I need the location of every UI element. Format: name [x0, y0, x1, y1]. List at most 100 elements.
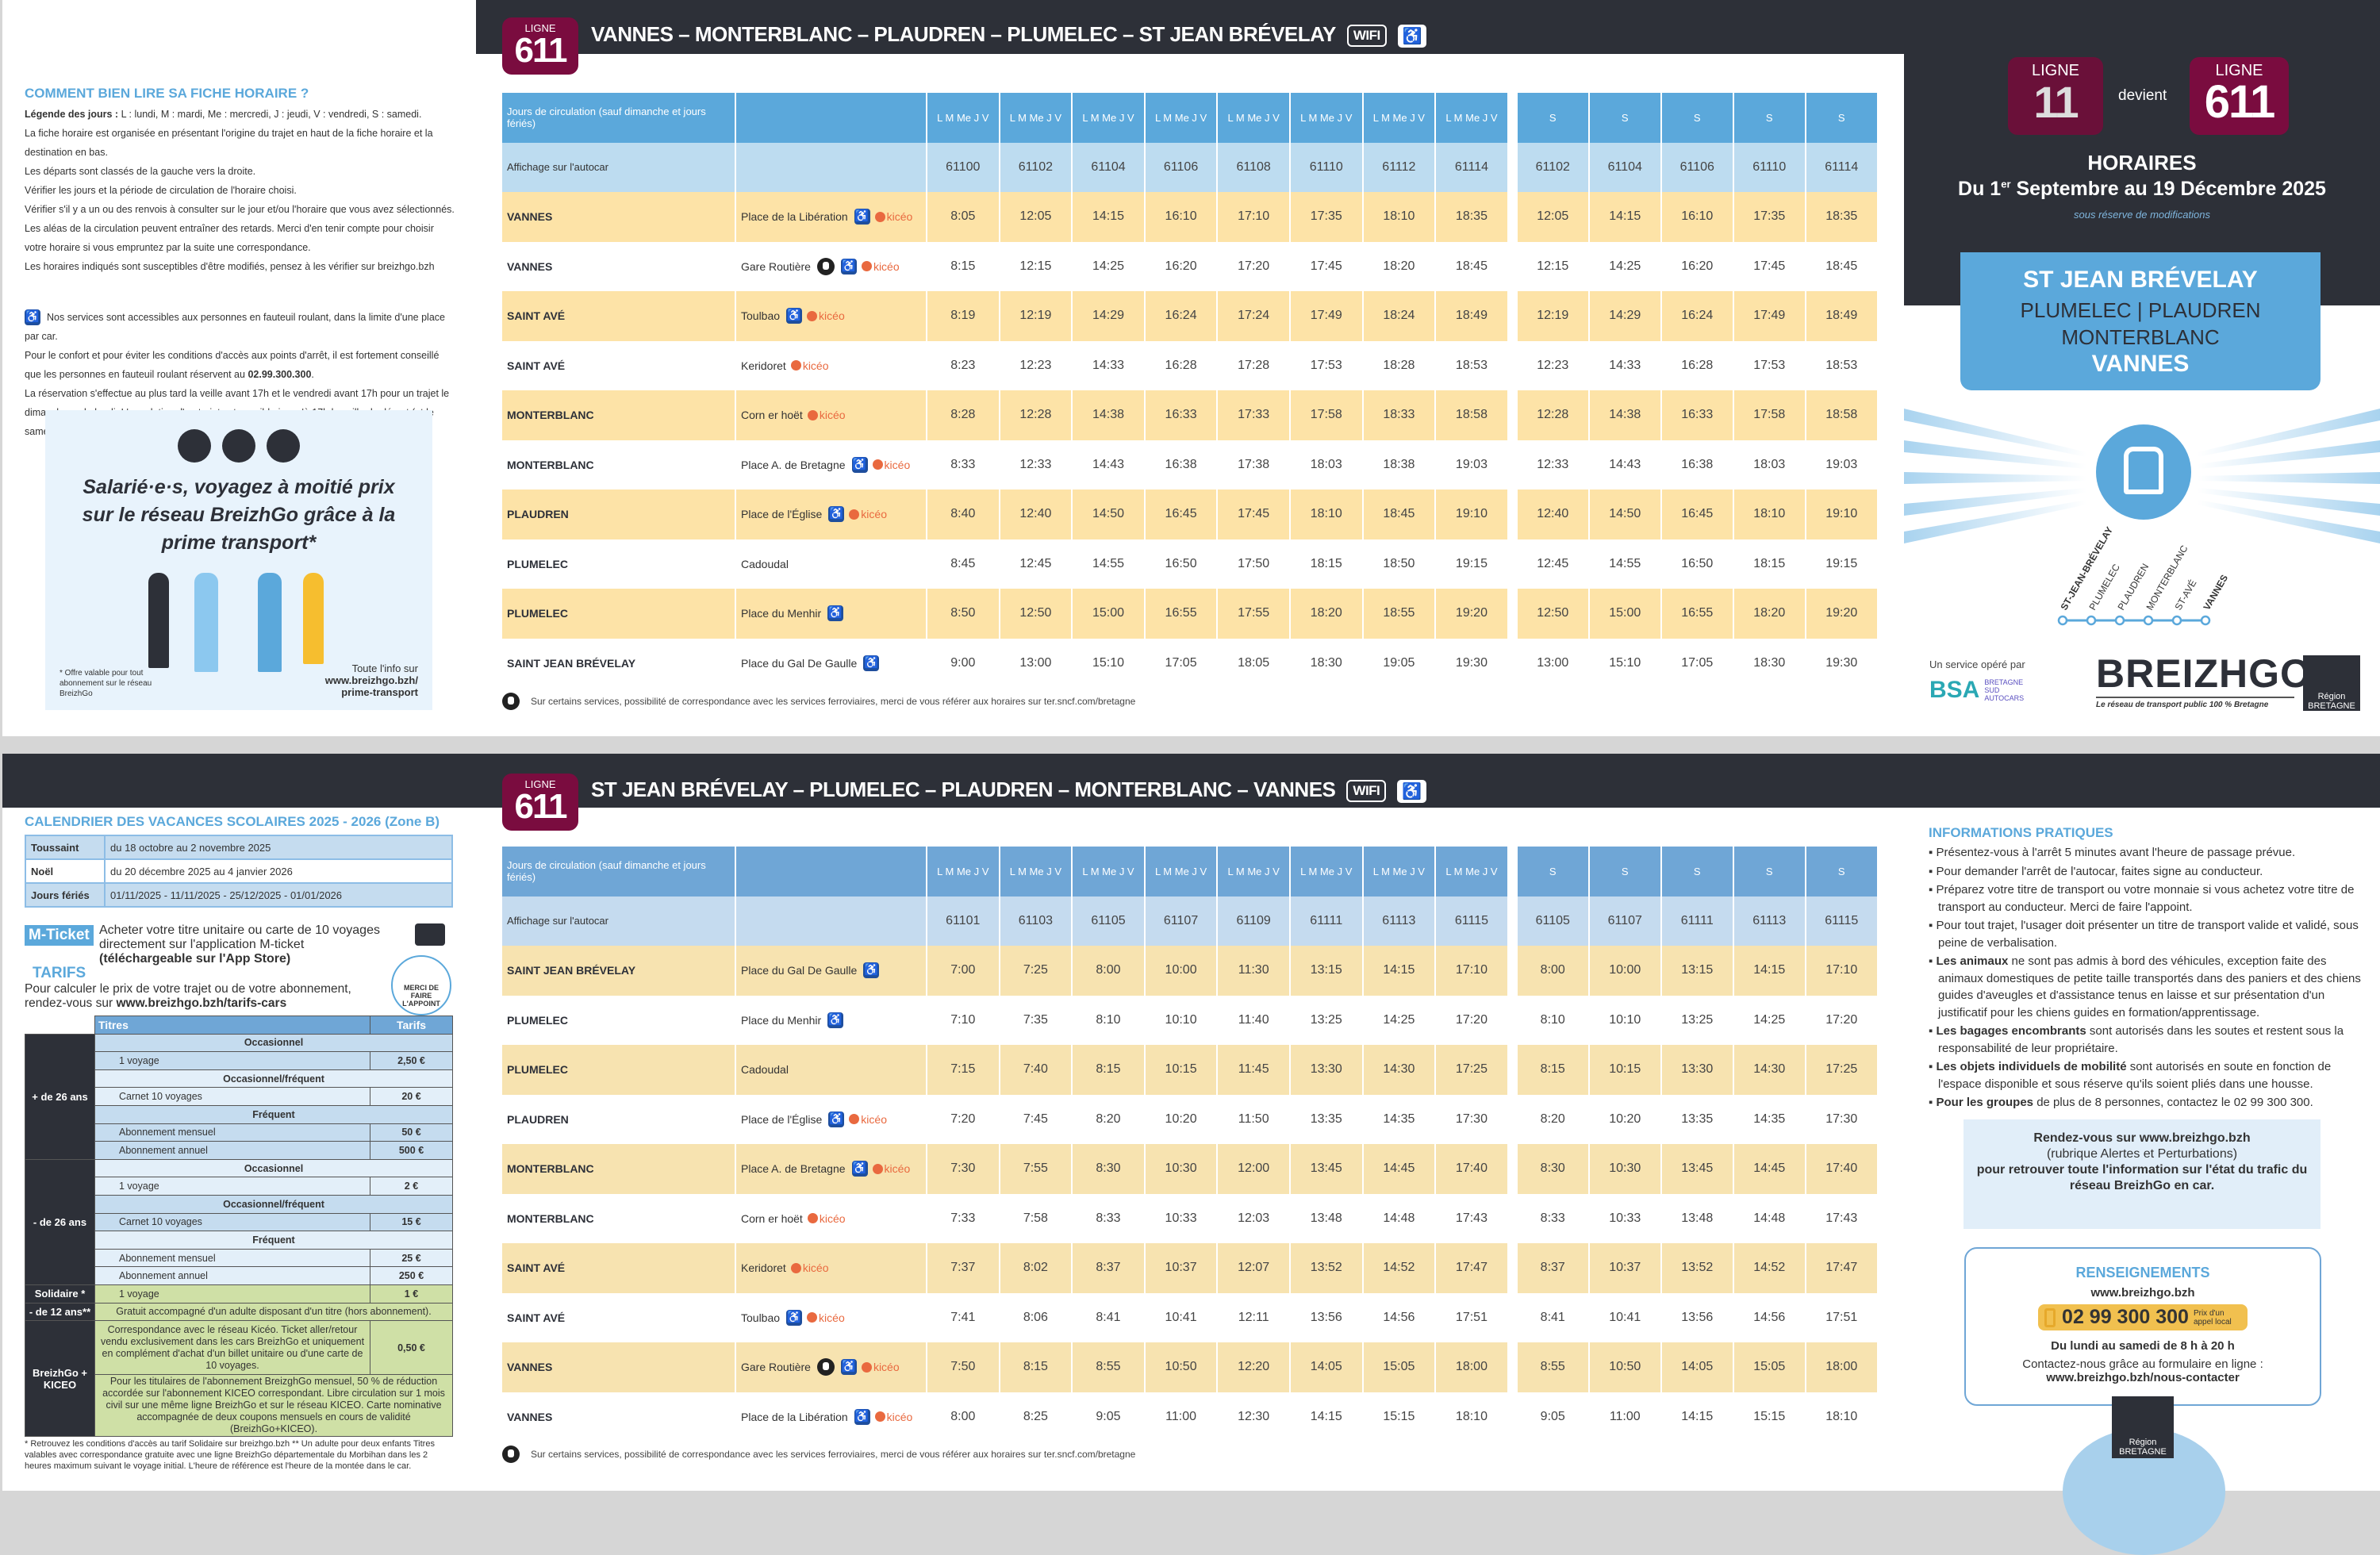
fare-title: 1 voyage: [94, 1284, 370, 1304]
time-cell: 14:30: [1733, 1045, 1806, 1095]
time-cell: 10:15: [1145, 1045, 1219, 1095]
time-cell: 9:05: [1518, 1392, 1590, 1442]
how-to-line: Vérifier les jours et la période de circ…: [25, 185, 297, 196]
time-cell: 18:24: [1363, 291, 1437, 341]
time-cell: 18:10: [1806, 1392, 1879, 1442]
contact-url[interactable]: www.breizhgo.bzh: [2090, 1286, 2195, 1300]
display-code-row: Affichage sur l'autocar 61101 61103 61105 61…: [502, 896, 1880, 946]
time-cell: 18:20: [1290, 589, 1364, 639]
time-cell: 16:20: [1662, 241, 1734, 291]
time-cell: 15:10: [1590, 638, 1662, 688]
fare-price: 0,50 €: [370, 1320, 453, 1376]
day-cell: L M Me J V: [1073, 93, 1146, 143]
time-cell: 12:45: [1518, 539, 1590, 589]
time-cell: 7:50: [927, 1342, 1000, 1392]
form-link[interactable]: www.breizhgo.bzh/nous-contacter: [2046, 1370, 2240, 1384]
time-cell: 8:15: [1517, 1045, 1590, 1095]
info-item: Préparez votre titre de transport ou vot…: [1929, 881, 2365, 916]
time-cell: 8:05: [927, 192, 1000, 242]
code-cell: 61111: [1290, 896, 1364, 946]
time-cell: 12:50: [1000, 589, 1073, 639]
stop-label: Toulbao: [741, 309, 781, 323]
col-prices: Tarifs: [370, 1016, 453, 1035]
column-gap: [1508, 539, 1518, 589]
mticket-app-store: (téléchargeable sur l'App Store): [99, 952, 291, 966]
stop-name: Corn er hoët kicéo: [736, 1193, 927, 1243]
time-cell: 12:05: [1517, 192, 1590, 242]
day-cell: S: [1733, 93, 1806, 143]
region-bretagne-logo: Région BRETAGNE: [2303, 655, 2360, 711]
fare-price: 20 €: [370, 1087, 453, 1106]
info-text: Pour tout trajet, l'usager doit présente…: [1936, 919, 2359, 950]
time-cell: 14:33: [1590, 340, 1662, 390]
time-cell: 14:33: [1073, 340, 1146, 390]
fare-row: Fréquent: [25, 1231, 453, 1250]
fare-title: Correspondance avec le réseau Kicéo. Tic…: [94, 1320, 370, 1376]
time-cell: 7:25: [1000, 946, 1073, 996]
route-stop-dot: [2057, 615, 2068, 626]
time-cell: 12:19: [1000, 291, 1073, 341]
time-cell: 8:33: [927, 440, 1000, 490]
stop-name: Place du Gal De Gaulle ♿: [736, 946, 927, 996]
time-cell: 18:35: [1806, 192, 1879, 242]
time-cell: 10:10: [1590, 995, 1662, 1045]
time-cell: 19:15: [1806, 539, 1879, 589]
time-cell: 18:15: [1734, 539, 1806, 589]
day-cell: S: [1806, 847, 1879, 897]
train-icon: [816, 257, 835, 275]
column-gap: [1508, 1292, 1518, 1342]
promo-headline: Salarié·e·s, voyagez à moitié prix sur l…: [82, 476, 396, 554]
day-cell: L M Me J V: [1073, 847, 1146, 897]
time-cell: 8:55: [1073, 1342, 1146, 1392]
top-header-bar: [476, 0, 1904, 54]
time-cell: 8:15: [927, 241, 1000, 291]
stop-city: PLAUDREN: [502, 490, 736, 539]
code-cell: 61104: [1073, 142, 1146, 192]
time-cell: 18:20: [1364, 241, 1437, 291]
traffic-link[interactable]: Rendez-vous sur www.breizhgo.bzh: [2033, 1131, 2251, 1145]
code-cell: 61109: [1218, 896, 1291, 946]
calendar-row: Noël du 20 décembre 2025 au 4 janvier 202…: [25, 858, 453, 884]
kiceo-label: kicéo: [819, 309, 845, 323]
info-text: ne sont pas admis à bord des véhicules, …: [1938, 954, 2361, 1019]
wheelchair-icon: ♿: [828, 506, 845, 523]
stop-name: Corn er hoët kicéo: [736, 390, 927, 440]
time-cell: 13:15: [1661, 946, 1734, 996]
time-cell: 16:33: [1145, 390, 1219, 440]
how-to-line: Les départs sont classés de la gauche ve…: [25, 166, 256, 177]
wheelchair-icon: ♿: [851, 456, 868, 473]
footnote-text: Sur certains services, possibilité de co…: [531, 696, 1136, 707]
time-cell: 18:03: [1291, 440, 1364, 490]
fare-category: Occasionnel: [94, 1033, 453, 1053]
brand-tagline: Le réseau de transport public 100 % Bret…: [2096, 697, 2294, 709]
kiceo-icon: kicéo: [849, 1113, 887, 1126]
holiday-dates: 01/11/2025 - 11/11/2025 - 25/12/2025 - 0…: [104, 882, 453, 908]
kiceo-dot: [807, 310, 818, 321]
stop-city: VANNES: [502, 192, 736, 242]
kiceo-icon: kicéo: [872, 459, 910, 471]
time-cell: 8:50: [927, 589, 1000, 639]
time-cell: 17:53: [1734, 340, 1806, 390]
time-cell: 18:10: [1436, 1392, 1509, 1442]
bsa-name: BRETAGNE SUD AUTOCARS: [1984, 678, 2025, 702]
old-line-badge: LIGNE 11: [2008, 57, 2103, 135]
info-item: Les animaux ne sont pas admis à bord des…: [1929, 953, 2365, 1021]
stop-city: MONTERBLANC: [502, 1193, 736, 1243]
promo-info: Toute l'info sur www.breizhgo.bzh/ prime-…: [299, 662, 418, 698]
days-label: Jours de circulation (sauf dimanche et j…: [502, 847, 736, 897]
time-cell: 8:28: [927, 390, 1000, 440]
day-cell: S: [1517, 847, 1590, 897]
time-cell: 13:45: [1290, 1144, 1364, 1194]
info-item: Présentez-vous à l'arrêt 5 minutes avant…: [1929, 844, 2365, 862]
stop-label: Corn er hoët: [741, 409, 803, 422]
time-cell: 14:25: [1364, 995, 1437, 1045]
route-diagram: ST-JEAN-BRÉVELAYPLUMELECPLAUDRENMONTERBL…: [2057, 524, 2230, 626]
promo-link[interactable]: www.breizhgo.bzh/ prime-transport: [324, 674, 418, 698]
kiceo-label: kicéo: [819, 1211, 846, 1225]
stop-city: SAINT AVÉ: [502, 291, 736, 341]
time-cell: 17:58: [1733, 390, 1806, 440]
table-row: VANNES Gare Routière ♿ kicéo 8:15 12:15 14:25 1…: [502, 241, 1880, 291]
time-cell: 8:10: [1518, 995, 1590, 1045]
how-to-line: Vérifier s'il y a un ou des renvois à co…: [25, 204, 455, 215]
tarifs-link[interactable]: www.breizhgo.bzh/tarifs-cars: [116, 996, 287, 1010]
